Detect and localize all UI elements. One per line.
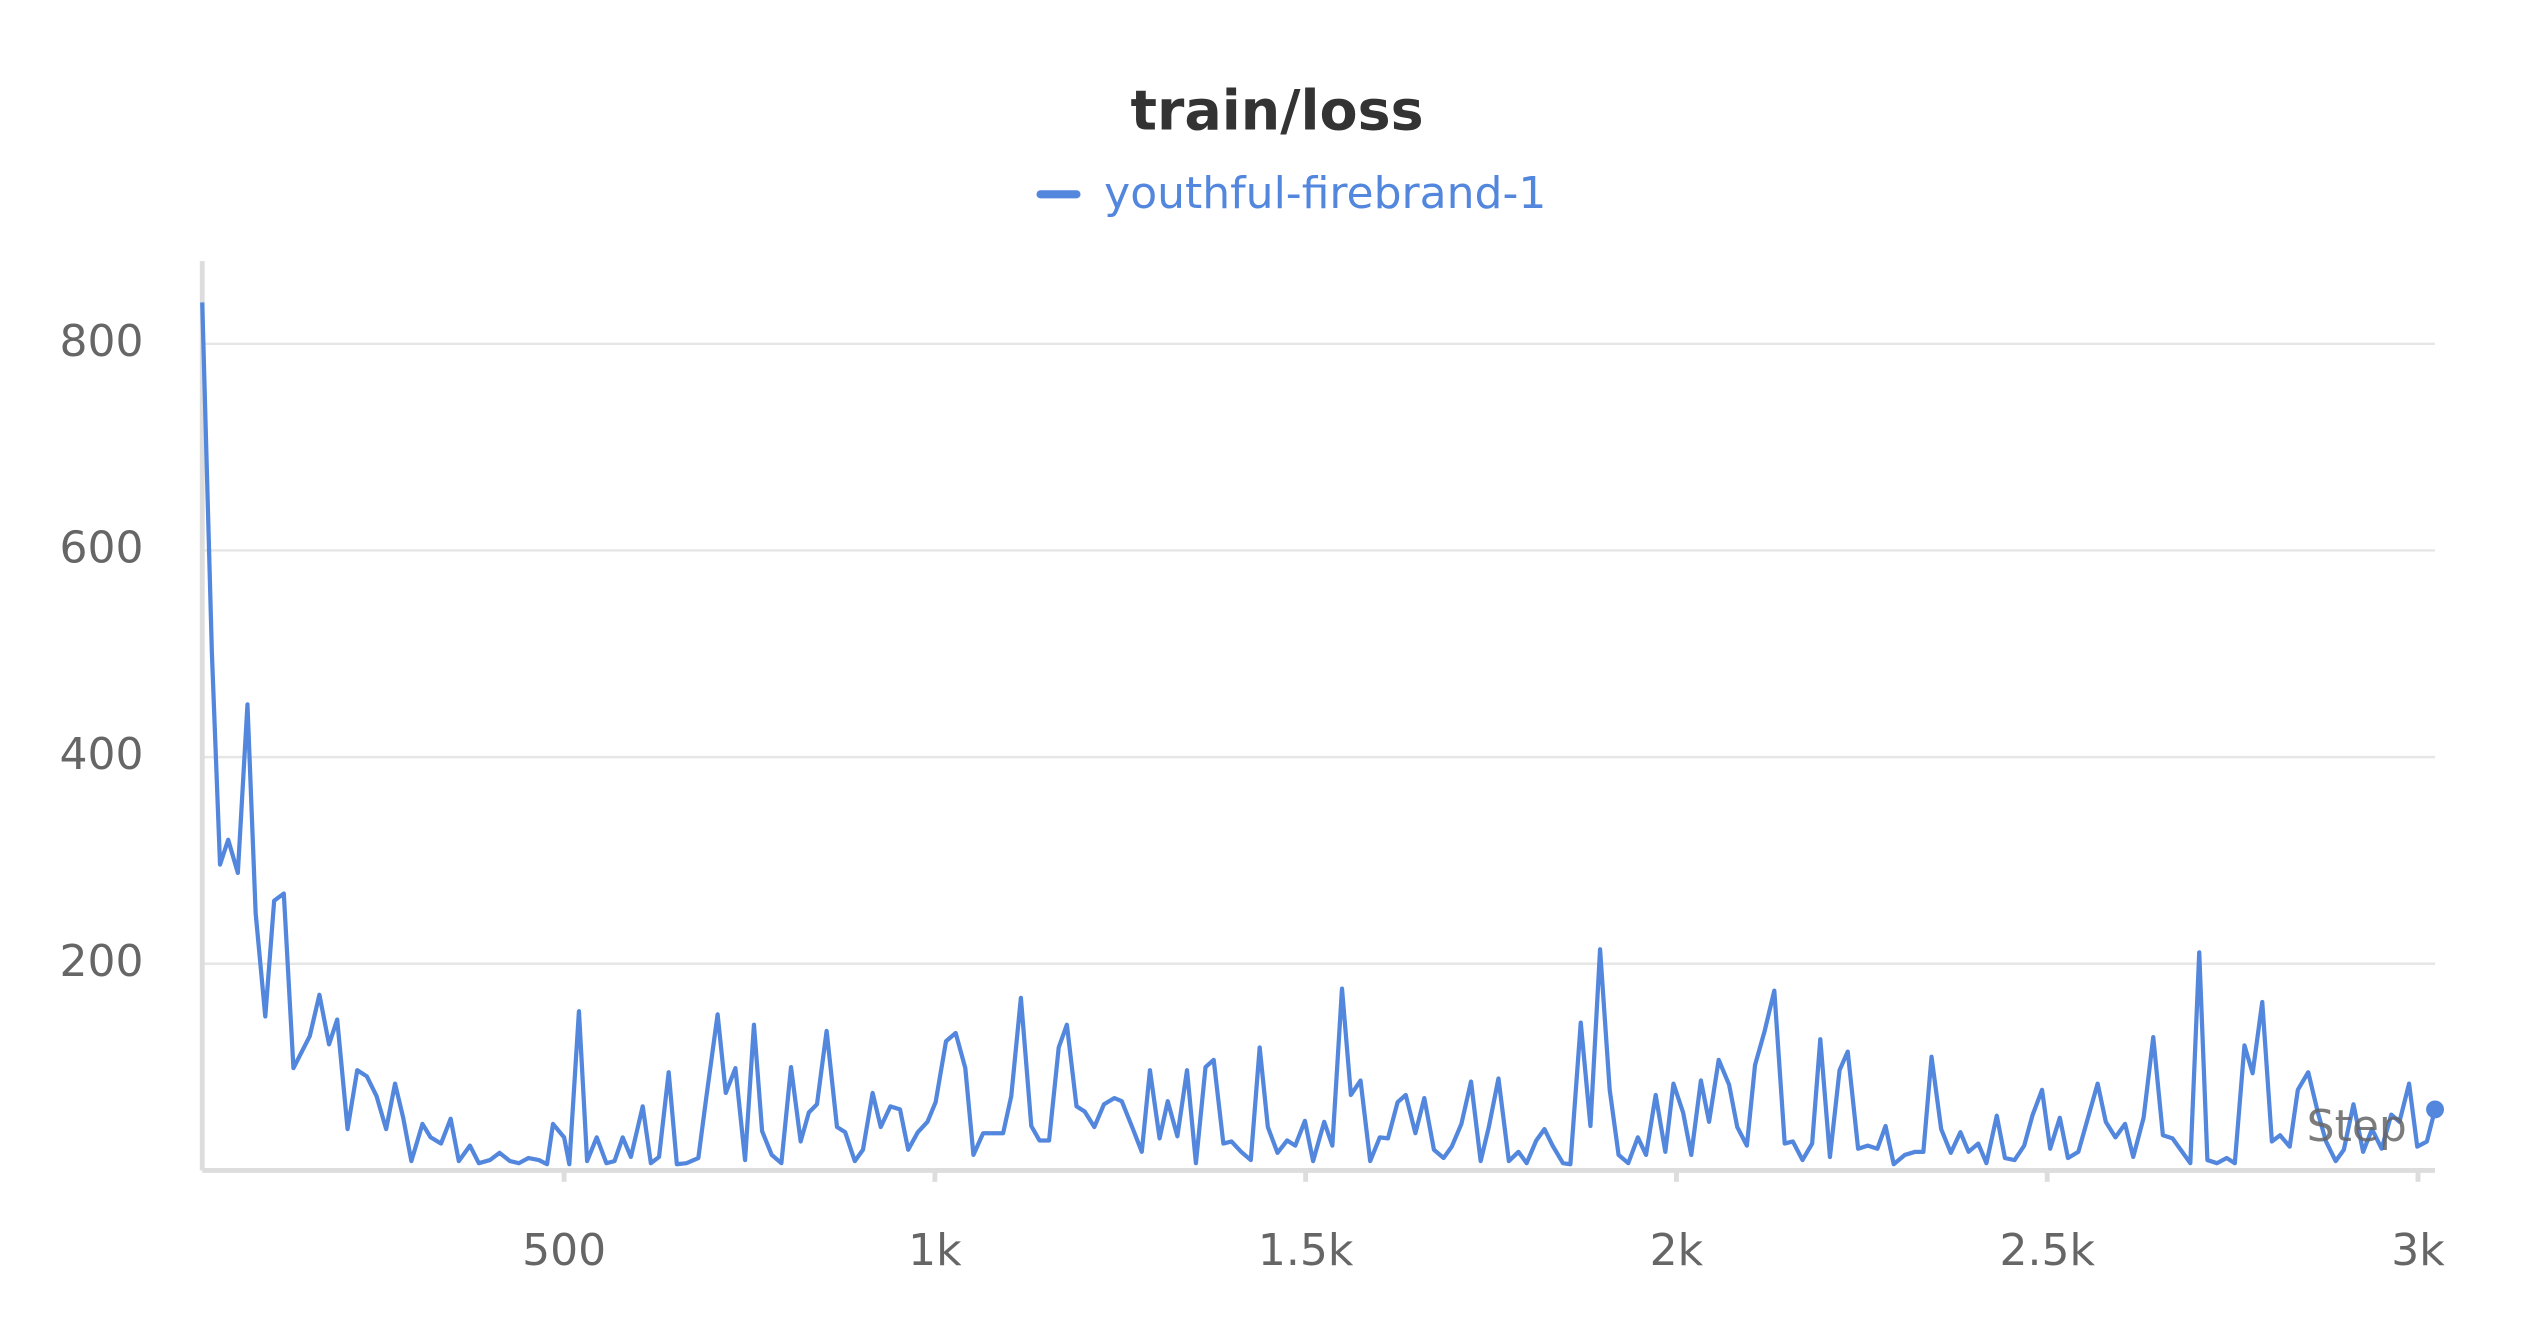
plot-area [200,302,2445,1167]
legend-label: youthful-firebrand-1 [1104,168,1546,219]
x-tick-label: 500 [522,1225,606,1276]
x-tick-label: 2.5k [1999,1225,2095,1276]
y-tick-label: 800 [60,316,144,367]
x-tick-label: 2k [1650,1225,1704,1276]
grid: 200 400 600 800 500 1k 1.5k 2k 2.5k 3k [60,261,2445,1276]
x-axis-label: Step [2307,1101,2407,1152]
y-tick-label: 200 [60,936,144,987]
x-tick-label: 3k [2391,1225,2445,1276]
y-tick-label: 400 [60,729,144,780]
chart-title: train/loss [1131,79,1424,143]
y-tick-label: 600 [60,522,144,573]
x-tick-label: 1.5k [1258,1225,1354,1276]
x-tick-label: 1k [908,1225,962,1276]
last-point [2426,1100,2445,1119]
loss-line [200,302,2438,1167]
legend: youthful-firebrand-1 [1036,168,1546,219]
